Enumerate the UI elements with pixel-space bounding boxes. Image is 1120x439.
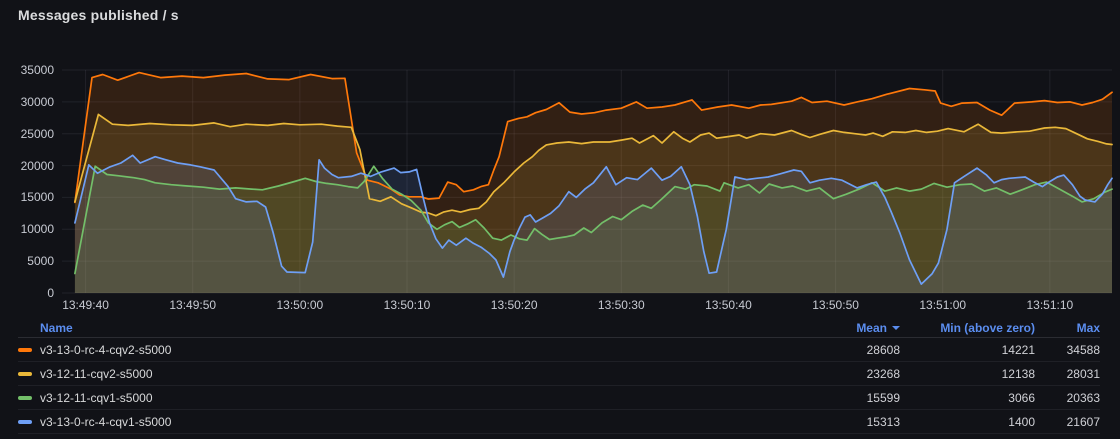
mean-value: 23268 (866, 366, 900, 381)
legend-row[interactable]: v3-12-11-cqv1-s5000 15599 3066 20363 (18, 386, 1100, 410)
x-axis-tick-label: 13:50:40 (705, 298, 752, 312)
min-value: 14221 (1001, 342, 1035, 357)
column-header-mean[interactable]: Mean (790, 321, 900, 335)
series-line[interactable] (74, 165, 1113, 275)
x-axis-tick-label: 13:50:20 (490, 298, 538, 312)
x-axis-tick-label: 13:49:40 (62, 298, 109, 312)
series-line[interactable] (74, 154, 1113, 285)
column-header-mean-label: Mean (856, 320, 887, 335)
time-series-chart[interactable]: 0 5000 10000 15000 20000 25000 30000 35000 13:49… (0, 35, 1120, 318)
mean-value: 15313 (866, 414, 900, 429)
series-line[interactable] (74, 113, 1113, 217)
min-value: 12138 (1001, 366, 1035, 381)
legend-table: Name Mean Min (above zero) Max v3-13-0-r… (0, 318, 1120, 434)
mean-value: 15599 (866, 390, 900, 405)
chart-canvas[interactable] (0, 35, 1120, 318)
x-axis-tick-label: 13:50:30 (597, 298, 645, 312)
legend-name-cell: v3-12-11-cqv2-s5000 (18, 367, 790, 381)
y-axis-tick-label: 10000 (20, 222, 54, 237)
series-name: v3-13-0-rc-4-cqv1-s5000 (40, 414, 172, 429)
mean-value: 28608 (866, 342, 900, 357)
x-axis-tick-label: 13:51:00 (919, 298, 967, 312)
legend-row[interactable]: v3-13-0-rc-4-cqv1-s5000 15313 1400 21607 (18, 410, 1100, 434)
series-line[interactable] (74, 71, 1113, 204)
max-value: 21607 (1066, 414, 1100, 429)
legend-row[interactable]: v3-13-0-rc-4-cqv2-s5000 28608 14221 34588 (18, 338, 1100, 362)
max-value: 20363 (1066, 390, 1100, 405)
x-axis-tick-label: 13:51:10 (1026, 298, 1074, 312)
y-axis-tick-label: 25000 (20, 126, 54, 141)
x-axis-tick-label: 13:49:50 (169, 298, 217, 312)
series-name: v3-12-11-cqv1-s5000 (40, 390, 153, 405)
legend-name-cell: v3-13-0-rc-4-cqv1-s5000 (18, 415, 790, 429)
x-axis-tick-label: 13:50:50 (812, 298, 859, 312)
column-header-min[interactable]: Min (above zero) (940, 320, 1035, 335)
legend-row[interactable]: v3-12-11-cqv2-s5000 23268 12138 28031 (18, 362, 1100, 386)
series-name: v3-12-11-cqv2-s5000 (40, 366, 153, 381)
column-header-max[interactable]: Max (1076, 320, 1100, 335)
column-header-name[interactable]: Name (40, 320, 73, 335)
min-value: 1400 (1008, 414, 1035, 429)
y-axis-tick-label: 5000 (27, 254, 54, 269)
legend-name-cell: v3-13-0-rc-4-cqv2-s5000 (18, 343, 790, 357)
panel-title[interactable]: Messages published / s (18, 7, 179, 23)
min-value: 3066 (1008, 390, 1035, 405)
y-axis-tick-label: 15000 (20, 190, 54, 205)
max-value: 28031 (1066, 366, 1100, 381)
series-color-swatch[interactable] (18, 419, 32, 424)
x-axis-tick-label: 13:50:10 (383, 298, 431, 312)
series-name: v3-13-0-rc-4-cqv2-s5000 (40, 342, 172, 357)
legend-name-cell: v3-12-11-cqv1-s5000 (18, 391, 790, 405)
series-area (74, 155, 1112, 293)
series-color-swatch[interactable] (18, 395, 32, 400)
y-axis-tick-label: 35000 (20, 63, 54, 77)
max-value: 34588 (1066, 342, 1100, 357)
x-axis-tick-label: 13:50:00 (276, 298, 324, 312)
series-area (74, 114, 1112, 294)
y-axis-tick-label: 0 (47, 286, 54, 300)
series-area (74, 166, 1112, 293)
series-color-swatch[interactable] (18, 371, 32, 376)
legend-header-row: Name Mean Min (above zero) Max (18, 318, 1100, 338)
series-color-swatch[interactable] (18, 347, 32, 352)
y-axis-tick-label: 20000 (20, 158, 54, 173)
sort-desc-icon (892, 325, 900, 330)
legend-rows: v3-13-0-rc-4-cqv2-s5000 28608 14221 34588 v3… (18, 338, 1100, 434)
y-axis-tick-label: 30000 (20, 94, 54, 109)
